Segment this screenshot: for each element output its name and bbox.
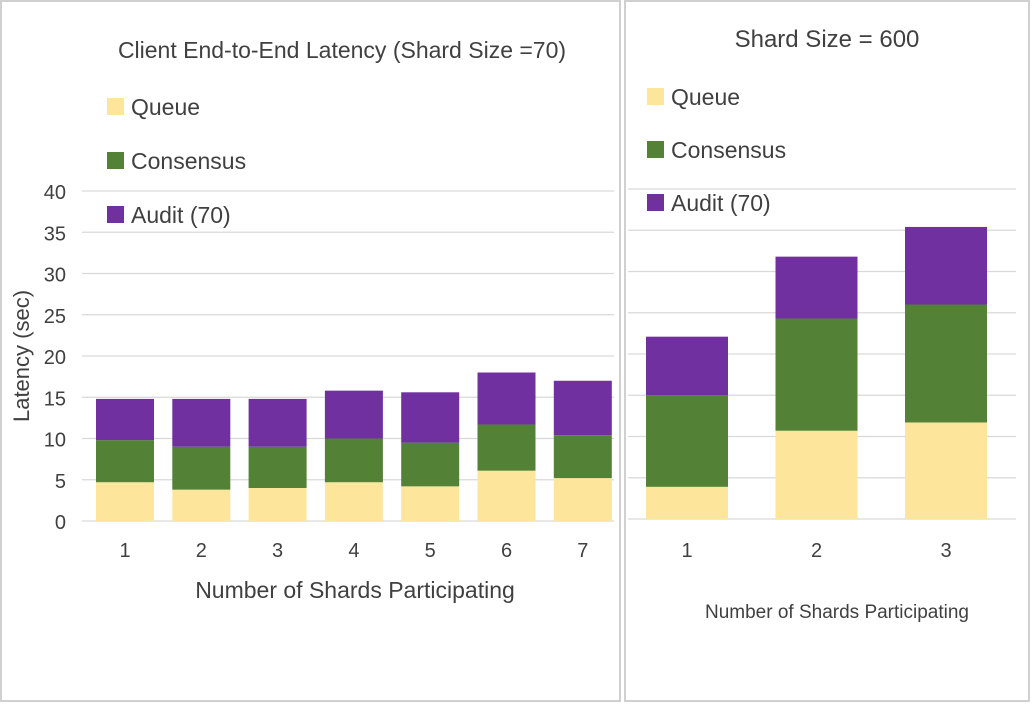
legend-label: Audit (70) bbox=[131, 202, 231, 228]
bar-segment-audit-70-3 bbox=[248, 398, 307, 447]
legend-swatch bbox=[647, 141, 664, 158]
bar-segment-queue-2 bbox=[775, 430, 858, 519]
bar-segment-audit-70-7 bbox=[553, 380, 612, 436]
right-chart-title: Shard Size = 600 bbox=[735, 26, 920, 53]
bar-segment-audit-70-2 bbox=[775, 256, 858, 319]
bar-segment-audit-70-3 bbox=[905, 226, 987, 305]
bar-segment-consensus-2 bbox=[775, 318, 858, 431]
bar-segment-queue-7 bbox=[553, 478, 612, 521]
left-chart: 0 5 10 15 20 25 30 35 40 1 2 3 4 5 6 7 Client End-to-E… bbox=[9, 37, 614, 603]
y-tick-label: 5 bbox=[55, 471, 66, 493]
bar-segment-audit-70-4 bbox=[324, 390, 383, 439]
legend-swatch bbox=[647, 88, 664, 105]
y-tick-label: 35 bbox=[44, 223, 66, 245]
y-tick-label: 25 bbox=[44, 306, 66, 328]
bar-segment-audit-70-6 bbox=[477, 372, 536, 425]
bar-segment-consensus-3 bbox=[248, 446, 307, 488]
bar-segment-consensus-2 bbox=[172, 446, 231, 490]
bar-segment-queue-3 bbox=[248, 488, 307, 521]
left-x-axis-label: Number of Shards Participating bbox=[195, 577, 515, 603]
x-tick-label: 7 bbox=[577, 540, 588, 562]
legend-label: Consensus bbox=[671, 137, 786, 163]
bar-segment-consensus-5 bbox=[401, 442, 460, 487]
x-tick-label: 1 bbox=[119, 540, 130, 562]
bar-segment-consensus-1 bbox=[96, 440, 154, 483]
right-chart: 1 2 3 Shard Size = 600 Number of Shards Pa… bbox=[628, 26, 1016, 623]
bar-segment-queue-6 bbox=[477, 470, 536, 521]
bar-segment-audit-70-2 bbox=[172, 398, 231, 447]
bar-segment-consensus-6 bbox=[477, 424, 536, 471]
x-tick-label: 3 bbox=[940, 540, 951, 562]
right-x-axis-label: Number of Shards Participating bbox=[705, 602, 969, 623]
bar-segment-queue-2 bbox=[172, 489, 231, 521]
legend-label: Queue bbox=[131, 94, 200, 120]
y-tick-label: 0 bbox=[55, 512, 66, 534]
legend-swatch bbox=[107, 206, 124, 223]
x-tick-label: 2 bbox=[811, 540, 822, 562]
left-panel-frame bbox=[0, 0, 621, 702]
right-panel-frame bbox=[624, 0, 1030, 702]
legend-label: Queue bbox=[671, 84, 740, 110]
legend-swatch bbox=[107, 98, 124, 115]
x-tick-label: 3 bbox=[272, 540, 283, 562]
x-tick-label: 5 bbox=[425, 540, 436, 562]
bar-segment-audit-70-1 bbox=[646, 336, 728, 396]
legend-label: Consensus bbox=[131, 148, 246, 174]
bar-segment-queue-1 bbox=[96, 482, 154, 521]
legend-label: Audit (70) bbox=[671, 190, 771, 216]
y-tick-label: 30 bbox=[44, 265, 66, 287]
x-tick-label: 4 bbox=[348, 540, 359, 562]
left-y-axis-label: Latency (sec) bbox=[9, 290, 34, 422]
bar-segment-queue-1 bbox=[646, 486, 728, 519]
bar-segment-consensus-3 bbox=[905, 304, 987, 423]
bar-segment-queue-5 bbox=[401, 486, 460, 521]
x-tick-label: 6 bbox=[501, 540, 512, 562]
bar-segment-queue-4 bbox=[324, 482, 383, 521]
bar-segment-consensus-1 bbox=[646, 395, 728, 487]
y-tick-label: 40 bbox=[44, 182, 66, 204]
y-tick-label: 20 bbox=[44, 347, 66, 369]
legend-swatch bbox=[647, 194, 664, 211]
x-tick-label: 2 bbox=[196, 540, 207, 562]
y-tick-label: 10 bbox=[44, 430, 66, 452]
left-chart-title: Client End-to-End Latency (Shard Size =7… bbox=[118, 37, 566, 63]
legend-swatch bbox=[107, 152, 124, 169]
bar-segment-audit-70-1 bbox=[96, 398, 154, 441]
x-tick-label: 1 bbox=[681, 540, 692, 562]
bar-segment-queue-3 bbox=[905, 422, 987, 519]
y-tick-label: 15 bbox=[44, 388, 66, 410]
bar-segment-audit-70-5 bbox=[401, 392, 460, 443]
bar-segment-consensus-4 bbox=[324, 438, 383, 483]
bar-segment-consensus-7 bbox=[553, 435, 612, 479]
